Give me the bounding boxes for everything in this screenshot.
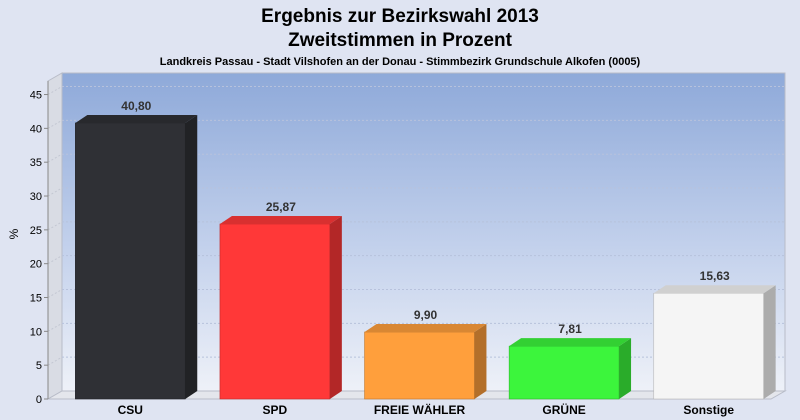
gridline-side xyxy=(47,356,63,366)
bar-value-label: 25,87 xyxy=(266,200,296,214)
bar-value-label: 9,90 xyxy=(414,308,438,322)
gridline-side xyxy=(47,86,63,95)
gridline-side xyxy=(47,153,63,163)
gridline-side xyxy=(47,119,63,129)
x-tick-label: GRÜNE xyxy=(542,402,585,417)
y-tick-label: 25 xyxy=(30,225,42,237)
y-tick-label: 15 xyxy=(30,293,42,305)
bar-0 xyxy=(75,122,186,400)
bar-side-1 xyxy=(329,215,342,399)
y-tick-label: 30 xyxy=(30,191,42,203)
chart-subtitle: Landkreis Passau - Stadt Vilshofen an de… xyxy=(160,56,641,68)
bar-top-3 xyxy=(509,338,632,347)
y-tick-label: 10 xyxy=(30,326,42,338)
bar-top-2 xyxy=(364,324,487,333)
bar-value-label: 7,81 xyxy=(558,322,582,336)
y-tick-label: 45 xyxy=(30,90,42,102)
x-tick-label: Sonstige xyxy=(683,403,734,417)
y-tick-label: 35 xyxy=(30,157,42,169)
y-tick-label: 20 xyxy=(30,259,42,271)
bar-value-label: 40,80 xyxy=(121,99,151,113)
chart-title: Ergebnis zur Bezirkswahl 2013 xyxy=(261,6,539,27)
y-tick-label: 40 xyxy=(30,123,42,135)
bar-2 xyxy=(364,331,475,400)
gridline-side xyxy=(47,255,63,265)
y-tick-label: 5 xyxy=(36,360,42,372)
bar-top-4 xyxy=(653,285,776,294)
bar-3 xyxy=(508,345,620,400)
bar-side-0 xyxy=(185,114,198,399)
bar-top-1 xyxy=(219,215,342,224)
y-axis-label: % xyxy=(7,228,21,239)
x-tick-label: SPD xyxy=(263,403,288,417)
bar-side-4 xyxy=(763,285,776,399)
bar-1 xyxy=(219,223,331,400)
x-tick-label: CSU xyxy=(118,403,143,417)
x-tick-label: FREIE WÄHLER xyxy=(374,402,466,417)
bar-top-0 xyxy=(75,114,198,123)
gridline-side xyxy=(47,187,63,197)
gridline-side xyxy=(47,289,63,298)
bar-side-3 xyxy=(619,338,632,399)
bar-4 xyxy=(653,292,764,400)
chart-title-line2: Zweitstimmen in Prozent xyxy=(288,30,512,51)
bar-value-label: 15,63 xyxy=(700,269,730,283)
y-tick-label: 0 xyxy=(36,394,42,406)
bar-side-2 xyxy=(474,324,487,399)
gridline-side xyxy=(47,221,63,231)
gridline-side xyxy=(47,322,63,332)
